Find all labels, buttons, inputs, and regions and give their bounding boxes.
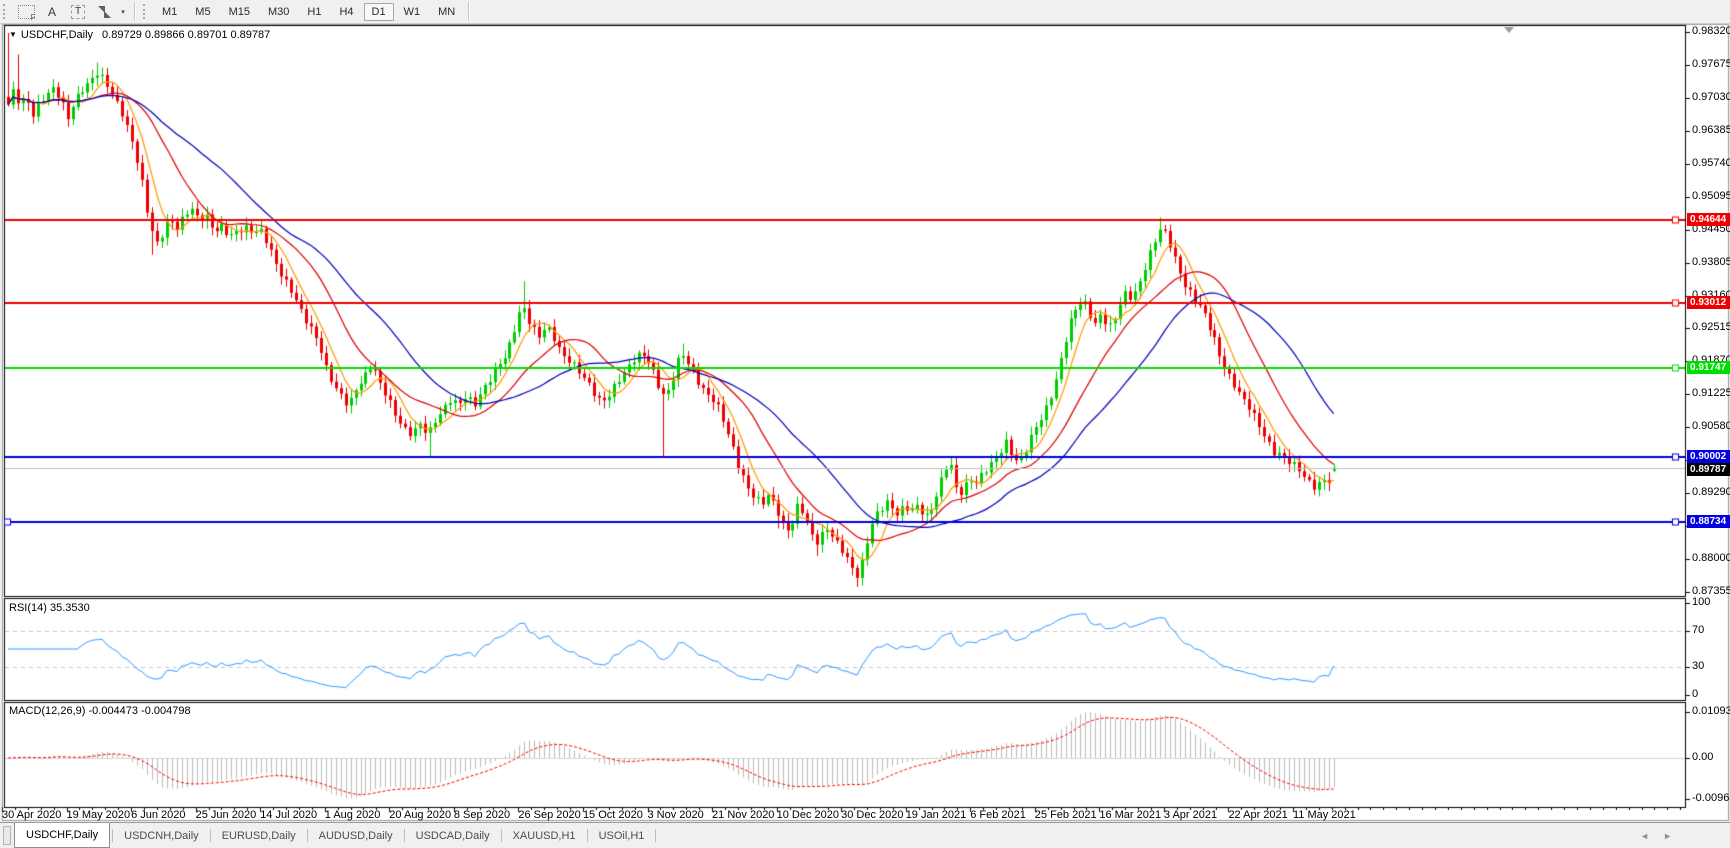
price-axis-tick: 0.97675 (1692, 57, 1730, 70)
text-label-icon[interactable]: A (47, 4, 56, 19)
date-axis-label: 25 Feb 2021 (1034, 809, 1097, 821)
toolbar-separator (134, 2, 136, 21)
date-axis-label: 16 Mar 2021 (1099, 809, 1162, 821)
price-axis-tick: 0.96385 (1692, 123, 1730, 136)
price-axis-tick: 0.91225 (1692, 387, 1730, 400)
date-axis-label: 3 Apr 2021 (1163, 809, 1218, 821)
symbol-tab-usdcnh[interactable]: USDCNH,Daily (124, 829, 199, 842)
date-axis-label: 21 Nov 2020 (712, 809, 775, 821)
collapse-triangle-icon[interactable]: ▼ (9, 30, 17, 39)
symbol-tab-xauusd[interactable]: XAUUSD,H1 (512, 829, 576, 842)
macd-axis-tick: -0.009653 (1692, 791, 1730, 804)
tab-separator (209, 829, 211, 842)
macd-axis-tick: 0.010933 (1692, 704, 1730, 717)
timeframe-m15-button[interactable]: M15 (228, 5, 250, 18)
rsi-axis-tick: 70 (1692, 623, 1705, 636)
rsi-axis-tick: 100 (1692, 596, 1711, 608)
date-axis-label: 20 Aug 2020 (389, 809, 452, 821)
tab-separator (403, 829, 405, 842)
arrows-icon[interactable] (93, 2, 115, 21)
price-axis-tick: 0.93805 (1692, 255, 1730, 268)
date-axis-label: 26 Sep 2020 (518, 809, 581, 821)
tab-scroll-left-icon[interactable]: ◄ (1640, 830, 1650, 841)
tab-bar-grip[interactable] (3, 826, 11, 845)
timeframe-mn-button[interactable]: MN (438, 5, 456, 18)
date-axis-label: 14 Jul 2020 (260, 809, 318, 821)
symbol-tab-usdcad[interactable]: USDCAD,Daily (415, 829, 490, 842)
date-axis-label: 25 Jun 2020 (195, 809, 257, 821)
price-axis-tick: 0.97030 (1692, 90, 1730, 103)
hline-price-label: 0.93012 (1687, 296, 1730, 310)
timeframe-m30-button[interactable]: M30 (267, 5, 290, 18)
hline-price-label: 0.94644 (1687, 212, 1730, 226)
date-axis-label: 19 Jan 2021 (905, 809, 967, 821)
chart-symbol-header[interactable]: ▼ USDCHF,Daily 0.89729 0.89866 0.89701 0.8… (9, 29, 270, 41)
date-axis-label: 22 Apr 2021 (1228, 809, 1288, 821)
date-axis-label: 6 Jun 2020 (131, 809, 186, 821)
drawing-tools-group: F A T ▾ (13, 2, 130, 22)
rsi-current-value: 35.3530 (49, 602, 90, 614)
symbol-tab-bar: USDCHF,Daily USDCNH,Daily EURUSD,Daily AUDU… (0, 822, 1730, 848)
tab-separator (112, 829, 114, 842)
timeframe-group: M1 M5 M15 M30 H1 H4 D1 W1 MN (153, 2, 464, 21)
toolbar-grip[interactable] (3, 4, 9, 19)
price-axis-tick: 0.90580 (1692, 420, 1730, 433)
timeframe-d1-button[interactable]: D1 (363, 2, 394, 21)
tab-separator (306, 829, 308, 842)
symbol-tab-audusd[interactable]: AUDUSD,Daily (318, 829, 393, 842)
macd-axis-tick: 0.00 (1692, 751, 1714, 763)
timeframe-w1-button[interactable]: W1 (403, 5, 421, 18)
rsi-axis-tick: 0 (1692, 688, 1699, 700)
price-axis-tick: 0.87355 (1692, 584, 1730, 597)
price-axis-tick: 0.89290 (1692, 486, 1730, 499)
tab-separator (586, 829, 588, 842)
date-axis-label: 11 May 2021 (1293, 809, 1356, 821)
tab-separator (655, 829, 657, 842)
symbol-tab-eurusd[interactable]: EURUSD,Daily (221, 829, 296, 842)
date-axis-label: 15 Oct 2020 (582, 809, 643, 821)
rsi-indicator-label: RSI(14) 35.3530 (9, 602, 90, 614)
symbol-period-label: USDCHF,Daily (20, 29, 94, 41)
text-icon[interactable]: T (67, 2, 89, 21)
rsi-axis-tick: 30 (1692, 660, 1705, 673)
date-axis-label: 6 Feb 2021 (970, 809, 1026, 821)
timeframe-h1-button[interactable]: H1 (307, 5, 322, 18)
toolbar: F A T ▾ M1 M5 M15 M30 H1 H4 D1 W1 MN (0, 0, 1730, 24)
macd-indicator-label: MACD(12,26,9) -0.004473 -0.004798 (9, 705, 191, 717)
toolbar-separator-2 (468, 2, 471, 21)
timeframe-m1-button[interactable]: M1 (162, 5, 178, 18)
timeframe-m5-button[interactable]: M5 (195, 5, 211, 18)
symbol-tab-usdchf[interactable]: USDCHF,Daily (14, 823, 111, 848)
price-axis-tick: 0.95095 (1692, 189, 1730, 202)
date-axis-label: 10 Dec 2020 (776, 809, 839, 821)
price-axis-tick: 0.95740 (1692, 156, 1730, 169)
price-axis-tick: 0.98320 (1692, 25, 1730, 37)
timeframe-toolbar-grip[interactable] (143, 4, 149, 19)
current-price-label: 0.89787 (1687, 462, 1730, 476)
ohlc-values: 0.89729 0.89866 0.89701 0.89787 (102, 29, 271, 41)
marquee-box: F (17, 4, 36, 22)
hline-price-label: 0.88734 (1687, 514, 1730, 528)
date-axis-label: 8 Sep 2020 (453, 809, 511, 821)
date-axis-label: 30 Apr 2020 (2, 809, 62, 821)
date-axis-label: 1 Aug 2020 (324, 809, 381, 821)
hline-price-label: 0.90002 (1687, 449, 1730, 463)
symbol-tabs: USDCHF,Daily USDCNH,Daily EURUSD,Daily AUDU… (14, 823, 657, 848)
dropdown-caret-icon[interactable]: ▾ (121, 8, 125, 16)
macd-current-values: -0.004473 -0.004798 (88, 705, 191, 717)
marquee-f-icon[interactable]: F (15, 2, 37, 22)
timeframe-h4-button[interactable]: H4 (339, 5, 354, 18)
price-axis-tick: 0.92515 (1692, 321, 1730, 334)
date-axis-label: 3 Nov 2020 (647, 809, 704, 821)
tab-scroll-right-icon[interactable]: ► (1663, 830, 1672, 841)
tab-separator (500, 829, 502, 842)
hline-price-label: 0.91747 (1687, 360, 1730, 374)
price-axis-tick: 0.88000 (1692, 552, 1730, 565)
date-axis-label: 30 Dec 2020 (841, 809, 904, 821)
date-axis-label: 19 May 2020 (66, 809, 131, 821)
symbol-tab-usoil[interactable]: USOil,H1 (598, 829, 645, 842)
tab-scroll-arrows: ◄ ► (1640, 823, 1672, 848)
